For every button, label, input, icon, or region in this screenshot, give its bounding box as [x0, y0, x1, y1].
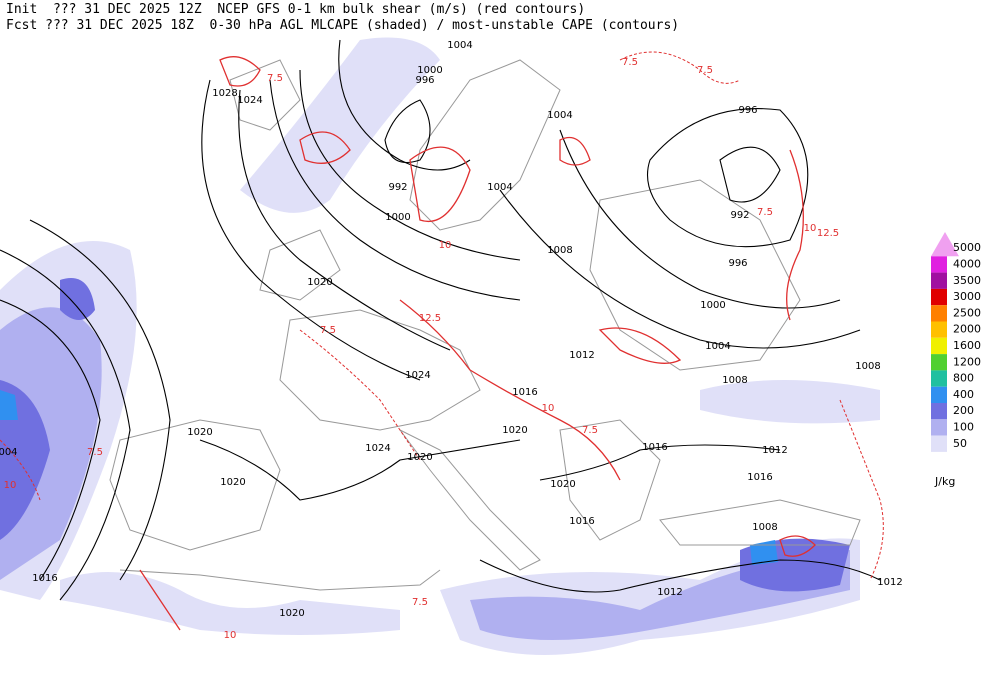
- shear-label: 7.5: [87, 447, 103, 458]
- legend-label: 800: [953, 372, 974, 385]
- legend-label: 200: [953, 404, 974, 417]
- contour-label: 1016: [569, 516, 594, 527]
- header-init: Init ??? 31 DEC 2025 12Z NCEP GFS 0-1 km…: [6, 2, 585, 17]
- legend-label: 5000: [953, 241, 981, 254]
- legend-swatch: [931, 256, 947, 273]
- contour-label: 1020: [407, 452, 432, 463]
- legend-label: 2000: [953, 323, 981, 336]
- coastlines: [109, 59, 861, 591]
- contour-label: 1020: [220, 477, 245, 488]
- shear-label: 7.5: [757, 207, 773, 218]
- contour-label: 1004: [705, 341, 730, 352]
- shear-label: 12.5: [419, 313, 441, 324]
- contour-label: 1020: [279, 608, 304, 619]
- shear-label: 7.5: [267, 73, 283, 84]
- contour-label: 1000: [417, 65, 442, 76]
- contour-label: 004: [0, 447, 18, 458]
- contour-label: 996: [738, 105, 757, 116]
- legend-swatch: [931, 386, 947, 403]
- contour-label: 1016: [642, 442, 667, 453]
- contour-label: 1020: [550, 479, 575, 490]
- contour-label: 1028: [212, 88, 237, 99]
- legend-label: 1600: [953, 339, 981, 352]
- contour-label: 1000: [385, 212, 410, 223]
- contour-label: 1012: [657, 587, 682, 598]
- contour-label: 1000: [700, 300, 725, 311]
- legend-swatch: [931, 419, 947, 436]
- contour-label: 1012: [569, 350, 594, 361]
- contour-label: 1020: [307, 277, 332, 288]
- contour-label: 1004: [547, 110, 572, 121]
- contour-label: 1004: [487, 182, 512, 193]
- contour-label: 1012: [762, 445, 787, 456]
- legend-swatch: [931, 305, 947, 322]
- shear-label: 7.5: [622, 57, 638, 68]
- contour-label: 992: [388, 182, 407, 193]
- legend-swatch: [931, 403, 947, 420]
- contour-label: 1008: [722, 375, 747, 386]
- contour-label: 1016: [512, 387, 537, 398]
- contour-label: 1016: [32, 573, 57, 584]
- shear-label: 10: [224, 630, 237, 641]
- legend-swatch: [931, 288, 947, 306]
- legend-swatch: [931, 232, 959, 257]
- legend-unit: J/kg: [934, 475, 955, 488]
- legend-label: 4000: [953, 257, 981, 270]
- shear-contours: [0, 51, 884, 631]
- shear-label: 10: [4, 480, 17, 491]
- shear-label: 7.5: [697, 65, 713, 76]
- contour-label: 1004: [447, 40, 472, 51]
- contour-label: 1008: [855, 361, 880, 372]
- legend-swatch: [931, 435, 947, 452]
- legend-label: 2500: [953, 306, 981, 319]
- shear-label: 7.5: [320, 325, 336, 336]
- legend-label: 400: [953, 388, 974, 401]
- legend-label: 3500: [953, 274, 981, 287]
- shear-label: 7.5: [582, 425, 598, 436]
- shear-label: 10: [439, 240, 452, 251]
- contour-label: 996: [415, 75, 434, 86]
- shear-label: 12.5: [817, 228, 839, 239]
- contour-label: 1024: [365, 443, 390, 454]
- isobars: [0, 39, 881, 601]
- legend-label: 3000: [953, 290, 981, 303]
- legend-swatch: [931, 370, 947, 387]
- legend-swatch: [931, 321, 947, 338]
- contour-label: 1008: [752, 522, 777, 533]
- header-fcst: Fcst ??? 31 DEC 2025 18Z 0-30 hPa AGL ML…: [6, 18, 679, 33]
- legend-label: 100: [953, 420, 974, 433]
- contour-label: 1020: [187, 427, 212, 438]
- contour-label: 1012: [877, 577, 902, 588]
- legend-swatch: [931, 272, 947, 289]
- contour-label: 1008: [547, 245, 572, 256]
- contour-label: 1016: [747, 472, 772, 483]
- legend-label: 50: [953, 437, 967, 450]
- shear-label: 7.5: [412, 597, 428, 608]
- contour-label: 1024: [237, 95, 262, 106]
- cape-shading: [0, 37, 880, 655]
- contour-label: 996: [728, 258, 747, 269]
- shear-label: 10: [542, 403, 555, 414]
- legend-swatch: [931, 354, 947, 371]
- contour-label: 1024: [405, 370, 430, 381]
- legend-label: 1200: [953, 355, 981, 368]
- legend-swatch: [931, 337, 947, 355]
- contour-label: 992: [730, 210, 749, 221]
- shear-label: 10: [804, 223, 817, 234]
- contour-label: 1020: [502, 425, 527, 436]
